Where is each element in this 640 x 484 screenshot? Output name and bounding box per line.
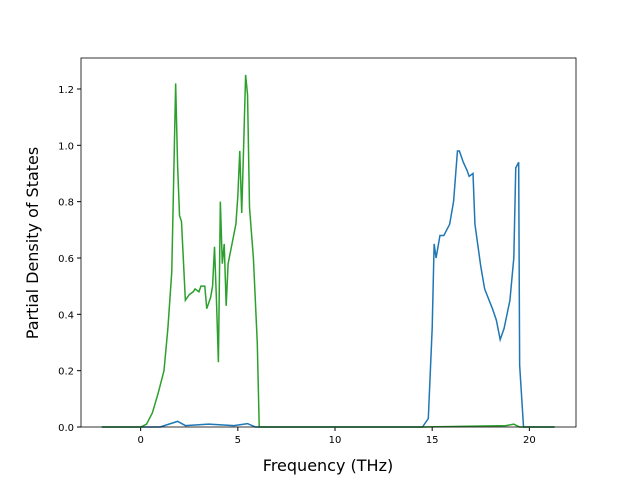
y-tick-label: 0.6 bbox=[58, 254, 74, 265]
x-tick-label: 15 bbox=[426, 435, 439, 446]
x-tick-label: 10 bbox=[329, 435, 342, 446]
y-tick-label: 0.8 bbox=[58, 198, 74, 209]
x-tick-label: 0 bbox=[137, 435, 143, 446]
x-axis-label: Frequency (THz) bbox=[263, 456, 393, 475]
y-tick-label: 0.4 bbox=[58, 310, 74, 321]
line bbox=[101, 150, 555, 428]
y-tick-label: 1.0 bbox=[58, 141, 74, 152]
y-tick-label: 0.2 bbox=[58, 367, 74, 378]
y-axis-label: Partial Density of States bbox=[23, 147, 42, 339]
y-tick-label: 1.2 bbox=[58, 85, 74, 96]
y-tick-label: 0.0 bbox=[58, 423, 74, 434]
line bbox=[101, 74, 555, 428]
x-tick-label: 5 bbox=[235, 435, 241, 446]
plot-frame bbox=[80, 57, 577, 428]
x-tick-label: 20 bbox=[523, 435, 536, 446]
